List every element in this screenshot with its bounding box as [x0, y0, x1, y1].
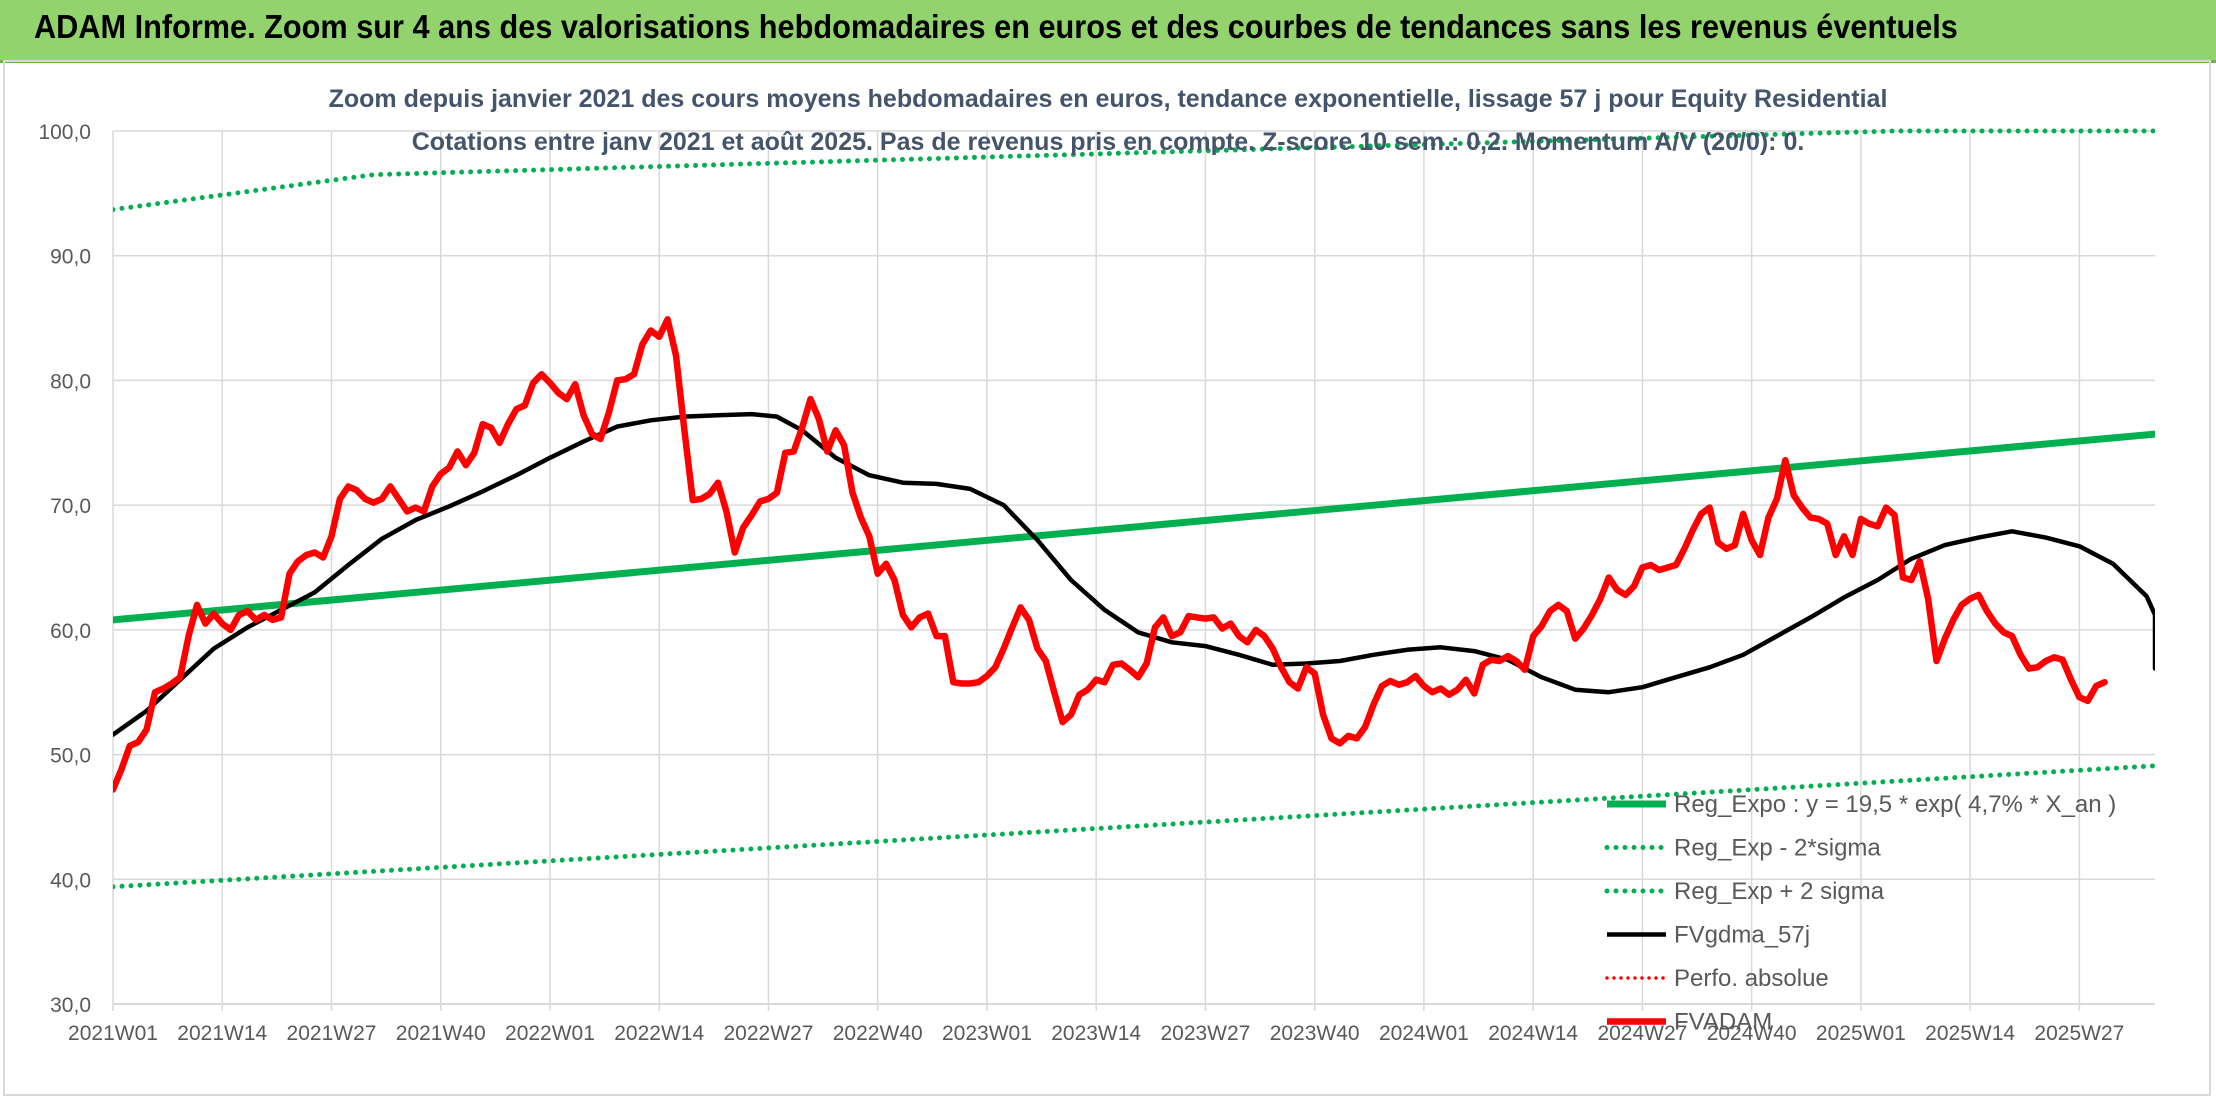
x-tick-label: 2024W27: [1597, 1022, 1687, 1045]
x-tick-label: 2021W27: [287, 1022, 377, 1045]
x-tick-label: 2025W27: [2034, 1022, 2124, 1045]
chart-legend: Reg_Expo : y = 19,5 * exp( 4,7% * X_an )…: [1604, 791, 2116, 1036]
x-tick-label: 2023W14: [1051, 1022, 1141, 1045]
y-tick-label: 40,0: [50, 869, 91, 892]
reg-expo-minus-2sigma-line: [113, 763, 2155, 890]
legend-label: Reg_Exp + 2 sigma: [1674, 878, 1885, 905]
report-title: ADAM Informe. Zoom sur 4 ans des valoris…: [34, 8, 1958, 45]
x-tick-label: 2025W14: [1925, 1022, 2015, 1045]
x-tick-label: 2021W14: [177, 1022, 267, 1045]
report-header-banner: ADAM Informe. Zoom sur 4 ans des valoris…: [0, 0, 2216, 63]
x-tick-label: 2024W14: [1488, 1022, 1578, 1045]
y-tick-label: 80,0: [50, 370, 91, 393]
chart-area: 30,0 40,0 50,0 60,0 70,0 80,0 90,0 100,0 2021W01…: [0, 63, 2216, 1102]
y-tick-label: 90,0: [50, 246, 91, 269]
y-tick-label: 60,0: [50, 620, 91, 643]
x-tick-label: 2022W01: [505, 1022, 595, 1045]
y-tick-label: 100,0: [38, 121, 91, 144]
legend-label: Perfo. absolue: [1674, 965, 1829, 992]
legend-label: Reg_Exp - 2*sigma: [1674, 835, 1881, 862]
legend-label: FVgdma_57j: [1674, 922, 1810, 949]
line-chart: 30,0 40,0 50,0 60,0 70,0 80,0 90,0 100,0 2021W01…: [38, 85, 2155, 1045]
reg-expo-plus-2sigma-line: [113, 128, 2155, 213]
legend-label: FVADAM: [1674, 1009, 1772, 1036]
legend-label: Reg_Expo : y = 19,5 * exp( 4,7% * X_an ): [1674, 791, 2116, 818]
x-tick-label: 2025W01: [1816, 1022, 1906, 1045]
x-tick-label: 2023W40: [1270, 1022, 1360, 1045]
y-tick-label: 70,0: [50, 495, 91, 518]
x-tick-label: 2022W40: [833, 1022, 923, 1045]
x-tick-label: 2021W01: [68, 1022, 158, 1045]
x-tick-label: 2023W01: [942, 1022, 1032, 1045]
reg-expo-line: [113, 430, 2155, 624]
fvgdma-57j-line: [113, 411, 2155, 737]
fvadam-line: [113, 316, 2108, 793]
chart-subtitle: Cotations entre janv 2021 et août 2025. …: [412, 128, 1805, 156]
x-tick-label: 2022W14: [614, 1022, 704, 1045]
x-tick-label: 2023W27: [1160, 1022, 1250, 1045]
x-tick-label: 2024W01: [1379, 1022, 1469, 1045]
y-tick-label: 50,0: [50, 745, 91, 768]
chart-title: Zoom depuis janvier 2021 des cours moyen…: [329, 85, 1888, 113]
x-tick-label: 2021W40: [396, 1022, 486, 1045]
x-tick-label: 2022W27: [724, 1022, 814, 1045]
x-tick-label: 2024W40: [1707, 1022, 1797, 1045]
y-tick-label: 30,0: [50, 994, 91, 1017]
